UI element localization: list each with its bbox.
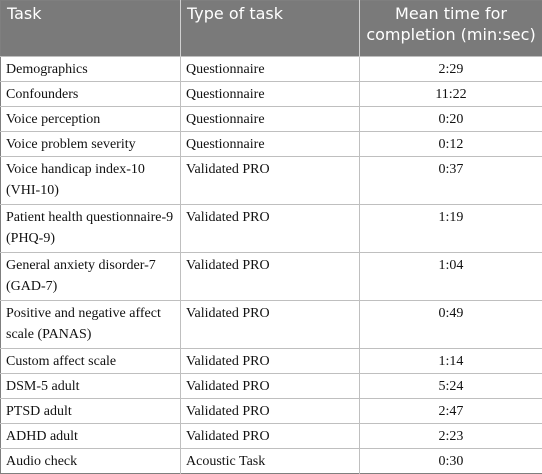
cell-task: Voice problem severity <box>1 132 181 157</box>
cell-time: 1:19 <box>360 205 542 253</box>
cell-task: General anxiety disorder-7 (GAD-7) <box>1 253 181 301</box>
cell-type: Validated PRO <box>181 253 360 301</box>
cell-task: Voice handicap index-10 (VHI-10) <box>1 157 181 205</box>
cell-task: ADHD adult <box>1 424 181 449</box>
cell-time: 11:22 <box>360 82 542 107</box>
cell-type: Validated PRO <box>181 349 360 374</box>
cell-time: 2:23 <box>360 424 542 449</box>
cell-task: Patient health questionnaire-9 (PHQ-9) <box>1 205 181 253</box>
cell-task: PTSD adult <box>1 399 181 424</box>
header-mean-time: Mean time for completion (min:sec) <box>360 1 542 57</box>
cell-time: 0:20 <box>360 107 542 132</box>
cell-type: Validated PRO <box>181 301 360 349</box>
table-row: Demographics Questionnaire 2:29 <box>1 57 542 82</box>
header-task: Task <box>1 1 181 57</box>
table-row: PTSD adult Validated PRO 2:47 <box>1 399 542 424</box>
cell-type: Validated PRO <box>181 157 360 205</box>
table-row: Voice problem severity Questionnaire 0:1… <box>1 132 542 157</box>
cell-task: Confounders <box>1 82 181 107</box>
cell-time: 1:14 <box>360 349 542 374</box>
cell-time: 1:04 <box>360 253 542 301</box>
cell-time: 5:24 <box>360 374 542 399</box>
table-row: DSM-5 adult Validated PRO 5:24 <box>1 374 542 399</box>
header-type-of-task: Type of task <box>181 1 360 57</box>
cell-type: Validated PRO <box>181 374 360 399</box>
cell-time: 0:12 <box>360 132 542 157</box>
table-row: ADHD adult Validated PRO 2:23 <box>1 424 542 449</box>
cell-type: Validated PRO <box>181 205 360 253</box>
cell-time: 0:49 <box>360 301 542 349</box>
cell-task: Demographics <box>1 57 181 82</box>
cell-time: 0:37 <box>360 157 542 205</box>
table-row: Confounders Questionnaire 11:22 <box>1 82 542 107</box>
cell-task: Custom affect scale <box>1 349 181 374</box>
table-row: Voice perception Questionnaire 0:20 <box>1 107 542 132</box>
cell-time: 2:29 <box>360 57 542 82</box>
table-row: Voice handicap index-10 (VHI-10) Validat… <box>1 157 542 205</box>
cell-type: Validated PRO <box>181 424 360 449</box>
cell-task: Positive and negative affect scale (PANA… <box>1 301 181 349</box>
cell-type: Questionnaire <box>181 57 360 82</box>
table-row: Patient health questionnaire-9 (PHQ-9) V… <box>1 205 542 253</box>
cell-task: Voice perception <box>1 107 181 132</box>
cell-task: DSM-5 adult <box>1 374 181 399</box>
cell-type: Questionnaire <box>181 107 360 132</box>
cell-time: 2:47 <box>360 399 542 424</box>
cell-type: Questionnaire <box>181 132 360 157</box>
table-row: General anxiety disorder-7 (GAD-7) Valid… <box>1 253 542 301</box>
table-row: Custom affect scale Validated PRO 1:14 <box>1 349 542 374</box>
cell-type: Questionnaire <box>181 82 360 107</box>
cell-type: Validated PRO <box>181 399 360 424</box>
table-row: Positive and negative affect scale (PANA… <box>1 301 542 349</box>
header-row: Task Type of task Mean time for completi… <box>1 1 542 57</box>
